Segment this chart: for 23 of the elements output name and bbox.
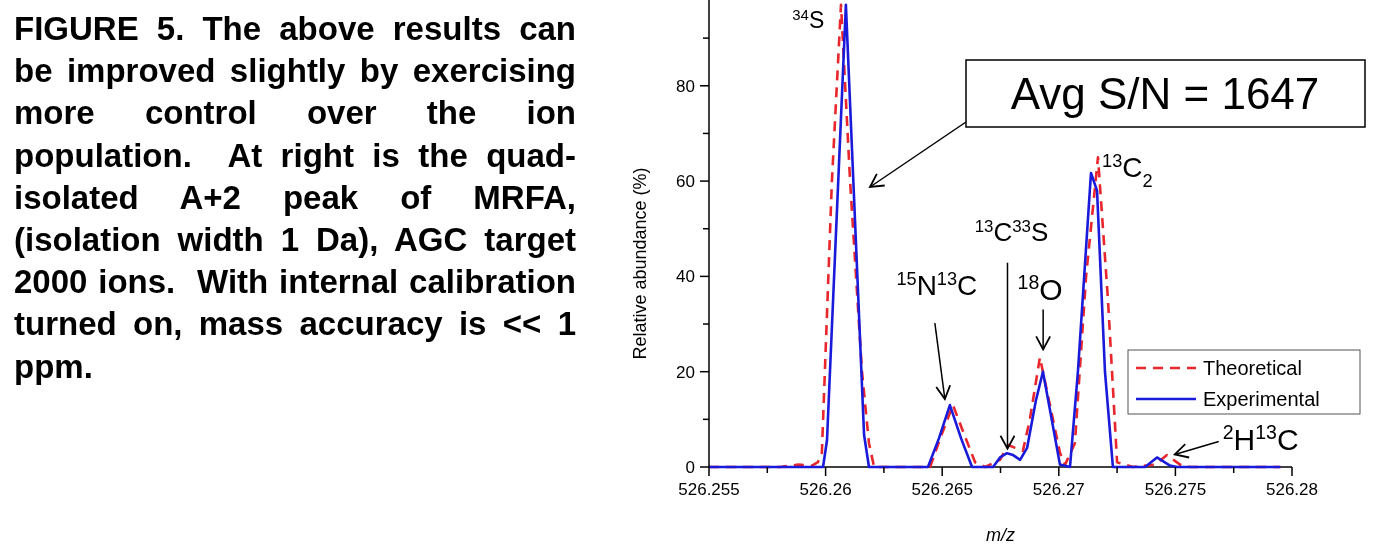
x-axis-title: m/z — [986, 525, 1015, 545]
x-tick-label: 526.275 — [1144, 480, 1207, 499]
annotation: $^{13}$C$_{2}$ — [1102, 151, 1153, 192]
y-tick-label: 40 — [676, 267, 695, 287]
y-tick-label: 80 — [676, 76, 695, 96]
x-tick-label: 526.28 — [1266, 480, 1318, 499]
y-axis-title: Relative abundance (%) — [630, 167, 650, 360]
y-tick-label: 20 — [676, 362, 695, 382]
annotation: $^{18}$O — [1017, 271, 1063, 307]
annotation: $^{13}$C$^{33}$S — [974, 216, 1049, 247]
annotation: $^{15}$N$^{13}$C — [896, 269, 978, 302]
x-tick-label: 526.27 — [1032, 480, 1085, 499]
legend-label: Experimental — [1203, 388, 1320, 410]
annotation: $^{2}$H$^{13}$C — [1222, 421, 1299, 457]
text: FIGURE 5. The above results can be improved slightly by exercising more control over the ion population. At right is the quad-isolated A+2 peak of MRFA, (isolation width 1 Da), AGC target 2000 ions. With internal calibration turned on, mass accuracy is << 1 ppm. — [14, 10, 576, 385]
y-tick-label: 0 — [685, 458, 695, 477]
annotation: Avg S/N = 1647 — [1010, 69, 1320, 118]
x-tick-label: 526.26 — [799, 480, 852, 499]
x-tick-label: 526.255 — [678, 480, 740, 499]
x-tick-label: 526.265 — [911, 480, 973, 499]
y-tick-label: 60 — [676, 172, 695, 192]
annotation: $^{34}$S — [792, 5, 825, 33]
legend-label: Theoretical — [1203, 357, 1302, 379]
